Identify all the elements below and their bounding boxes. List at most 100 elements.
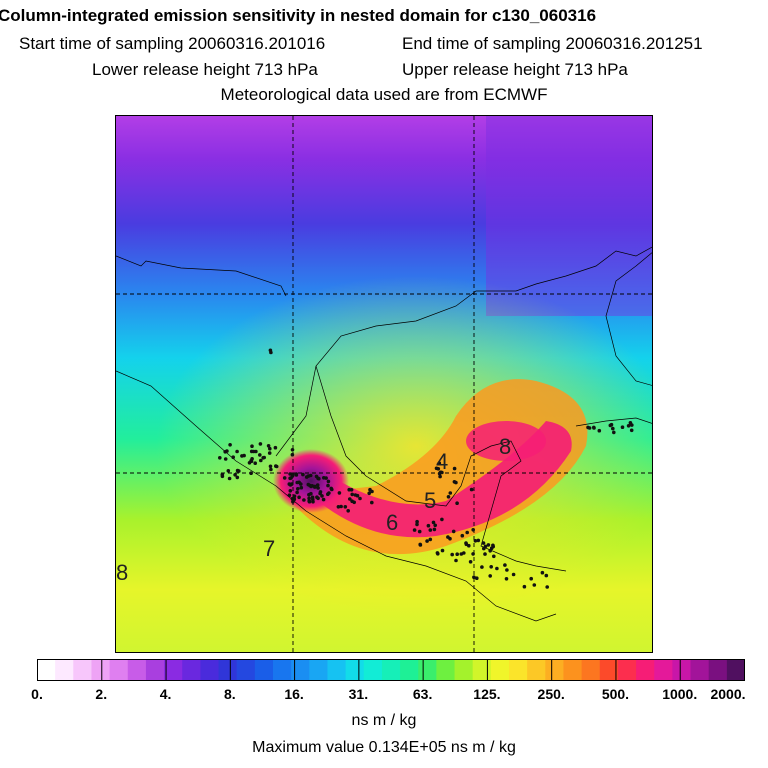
release-point [486, 543, 491, 547]
release-point [258, 453, 262, 457]
release-point [545, 585, 549, 589]
release-point [262, 455, 266, 460]
release-point [467, 543, 471, 548]
color-scale-swatch [291, 659, 310, 681]
color-scale-tick-label: 63. [412, 686, 433, 702]
color-scale-tick-label: 0. [31, 686, 43, 702]
release-point [348, 497, 352, 501]
release-point [231, 455, 235, 460]
color-scale-tick-label: 250. [537, 686, 565, 702]
release-point [448, 491, 453, 495]
release-point [268, 464, 273, 469]
release-point [233, 473, 237, 477]
color-scale-swatch [381, 659, 401, 681]
release-point [415, 522, 419, 527]
start-time-label: Start time of sampling 20060316.201016 [19, 34, 326, 53]
release-point [446, 535, 450, 539]
graticule [116, 116, 652, 652]
release-point [511, 572, 516, 577]
release-point [218, 456, 222, 460]
release-point [532, 583, 537, 587]
release-point [288, 476, 292, 481]
release-point [274, 464, 278, 468]
release-point [587, 426, 592, 430]
release-point [226, 469, 231, 473]
release-point [451, 529, 456, 534]
color-scale-swatch [617, 659, 637, 681]
release-point [288, 483, 293, 487]
color-scale-swatch [109, 659, 129, 681]
release-point [437, 461, 442, 466]
release-point [301, 472, 305, 477]
release-point [468, 560, 473, 564]
color-scale-swatch [400, 659, 419, 681]
color-scale-swatch [454, 659, 474, 681]
map-label: 5 [424, 488, 436, 513]
release-point [415, 519, 419, 524]
release-point [317, 476, 321, 481]
release-point [428, 528, 433, 532]
release-point [253, 461, 257, 466]
release-point [266, 444, 271, 448]
release-point [522, 584, 527, 589]
color-scale-swatch [309, 659, 328, 681]
color-scale-swatch [327, 659, 347, 681]
color-scale-swatch [636, 659, 655, 681]
color-scale-swatch [690, 659, 710, 681]
release-point [267, 451, 272, 455]
release-point [426, 523, 431, 528]
release-point [322, 476, 326, 480]
release-point [597, 428, 602, 433]
color-scale-swatch [218, 659, 238, 681]
color-scale-swatch [527, 659, 546, 681]
release-point [235, 449, 239, 454]
release-point [450, 552, 455, 557]
color-scale-swatch [164, 659, 183, 681]
color-scale-swatch [236, 659, 256, 681]
coastlines [116, 246, 652, 622]
release-point [370, 500, 374, 505]
release-point [337, 491, 342, 495]
release-point [292, 494, 297, 499]
release-point [307, 496, 311, 501]
color-scale-swatch [254, 659, 274, 681]
release-point [352, 500, 356, 505]
lower-release-label: Lower release height 713 hPa [92, 60, 318, 79]
release-point [306, 482, 311, 487]
release-point [326, 483, 330, 488]
color-scale-swatch [563, 659, 583, 681]
color-scale-swatch [145, 659, 165, 681]
color-scale-swatch [490, 659, 510, 681]
release-point [329, 486, 333, 491]
release-point [294, 472, 298, 476]
release-point [425, 539, 429, 543]
release-point [273, 445, 278, 450]
met-data-label: Meteorological data used are from ECMWF [220, 85, 548, 104]
release-point [455, 552, 460, 556]
release-point [480, 565, 484, 569]
map-label: 7 [263, 536, 275, 561]
color-scale-tick-label: 2000. [710, 686, 746, 702]
release-point [431, 520, 436, 525]
color-scale-swatch [726, 659, 745, 681]
release-point [438, 474, 442, 479]
release-point [529, 576, 533, 581]
release-point [240, 454, 244, 458]
release-point [307, 499, 312, 504]
release-point [258, 442, 263, 446]
release-point [612, 430, 616, 435]
release-point [220, 474, 225, 479]
field-pink-band [291, 421, 572, 538]
release-point [471, 528, 476, 532]
release-point [251, 449, 256, 454]
release-point [235, 468, 240, 473]
color-scale-swatch [545, 659, 564, 681]
release-point [460, 533, 465, 538]
release-point [418, 542, 423, 547]
release-point [472, 575, 476, 579]
release-point [488, 574, 493, 578]
release-point [473, 539, 478, 543]
release-point [436, 467, 441, 471]
release-point [288, 489, 293, 493]
color-scale-swatch [345, 659, 365, 681]
